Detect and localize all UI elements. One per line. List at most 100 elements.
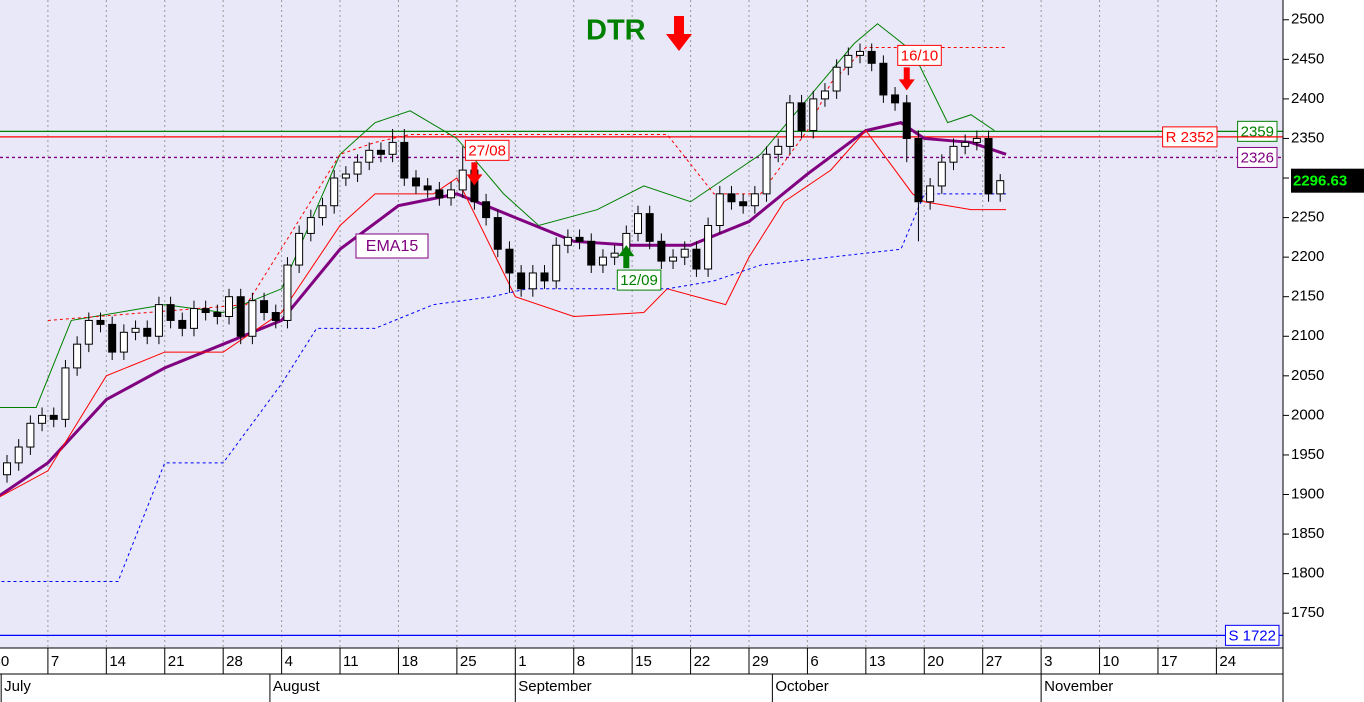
- y-tick-label: 1950: [1291, 446, 1324, 463]
- plot-area: [0, 0, 1283, 648]
- candle-body: [704, 224, 713, 270]
- candle-body: [937, 161, 946, 187]
- signal-arrow: [466, 162, 483, 186]
- y-tick-label: 2350: [1291, 129, 1324, 146]
- candle-body: [587, 240, 596, 266]
- signal-box: [897, 44, 942, 66]
- month-label: July: [4, 678, 31, 695]
- x-tick-label: 6: [810, 653, 818, 670]
- signal-arrow: [898, 67, 915, 91]
- x-tick-label: 14: [109, 653, 126, 670]
- candle-body: [552, 244, 561, 282]
- candle-body: [248, 300, 257, 337]
- month-label: October: [775, 678, 828, 695]
- x-tick-label: 28: [226, 653, 243, 670]
- x-tick-label: 8: [577, 653, 585, 670]
- candle-body: [493, 217, 502, 250]
- candle-body: [692, 248, 701, 270]
- x-tick-label: 10: [1103, 653, 1120, 670]
- candle-body: [330, 177, 339, 207]
- candle-body: [108, 323, 117, 353]
- ema-label-box: [355, 233, 429, 259]
- candle-body: [669, 256, 678, 262]
- candle-body: [505, 248, 514, 274]
- y-tick-label: 1800: [1291, 565, 1324, 582]
- candle-body: [73, 343, 82, 369]
- candle-body: [517, 272, 526, 290]
- candle-body: [295, 232, 304, 266]
- candle-body: [131, 327, 140, 333]
- x-tick-label: 15: [635, 653, 652, 670]
- candle-body: [365, 149, 374, 163]
- candle-body: [844, 54, 853, 68]
- level-label: S 1722: [1228, 627, 1276, 644]
- x-tick-label: 21: [168, 653, 185, 670]
- level-label-box: [1224, 624, 1280, 646]
- candle-body: [388, 141, 397, 155]
- signal-label: 16/10: [901, 47, 939, 64]
- level-label: R 2352: [1166, 129, 1214, 146]
- candle-body: [972, 137, 981, 143]
- candle-body: [739, 201, 748, 207]
- candle-body: [657, 240, 666, 262]
- candle-body: [166, 304, 175, 321]
- candle-body: [435, 189, 444, 199]
- candle-body: [926, 185, 935, 203]
- signal-label: 12/09: [620, 272, 658, 289]
- candle-body: [353, 161, 362, 175]
- candle-body: [447, 189, 456, 199]
- x-tick-label: 1: [518, 653, 526, 670]
- candle-body: [14, 446, 23, 464]
- candle-body: [984, 137, 993, 195]
- candle-body: [633, 213, 642, 234]
- month-label: November: [1044, 678, 1113, 695]
- candle-body: [610, 252, 619, 258]
- y-tick-label: 2150: [1291, 288, 1324, 305]
- overlay-line: [0, 129, 1007, 498]
- candle-body: [236, 296, 245, 337]
- x-tick-label: 13: [869, 653, 886, 670]
- axes: 1750 1800 1850 1900 1950 2000 2050 2100 2150 2200…: [0, 11, 1364, 702]
- candle-body: [376, 149, 385, 155]
- y-tick-label: 2100: [1291, 327, 1324, 344]
- candle-body: [84, 319, 93, 345]
- candle-body: [400, 141, 409, 179]
- y-tick-label: 1850: [1291, 525, 1324, 542]
- candle-body: [189, 308, 198, 329]
- title-arrow: [666, 16, 692, 51]
- chart-title: DTR: [586, 15, 646, 47]
- candle-body: [423, 185, 432, 191]
- candle-body: [119, 331, 128, 353]
- candle-body: [341, 173, 350, 179]
- x-tick-label: 3: [1044, 653, 1052, 670]
- candle-body: [201, 308, 210, 314]
- candle-body: [797, 102, 806, 132]
- candle-body: [785, 102, 794, 147]
- candle-body: [528, 272, 537, 290]
- signal-box: [464, 139, 510, 161]
- levels: 2359 R 2352 2326 S 1722: [0, 120, 1283, 646]
- month-label: September: [518, 678, 591, 695]
- candle-body: [61, 367, 70, 420]
- candle-body: [411, 177, 420, 187]
- candle-body: [225, 296, 234, 317]
- candle-body: [271, 312, 280, 321]
- month-label: August: [273, 678, 321, 695]
- candle-body: [914, 137, 923, 203]
- y-tick-label: 2500: [1291, 11, 1324, 28]
- candle-body: [96, 319, 105, 325]
- y-tick-label: 1750: [1291, 604, 1324, 621]
- y-tick-label: 2450: [1291, 50, 1324, 67]
- candle-body: [540, 272, 549, 282]
- x-tick-label: 24: [1219, 653, 1236, 670]
- signal-label: 27/08: [468, 142, 506, 159]
- candle-body: [856, 50, 865, 56]
- candle-body: [38, 414, 47, 424]
- y-tick-label: 2050: [1291, 367, 1324, 384]
- level-label: 2326: [1241, 149, 1274, 166]
- x-tick-label: 25: [460, 653, 477, 670]
- candle-body: [902, 102, 911, 139]
- candle-body: [143, 327, 152, 337]
- candle-body: [178, 319, 187, 329]
